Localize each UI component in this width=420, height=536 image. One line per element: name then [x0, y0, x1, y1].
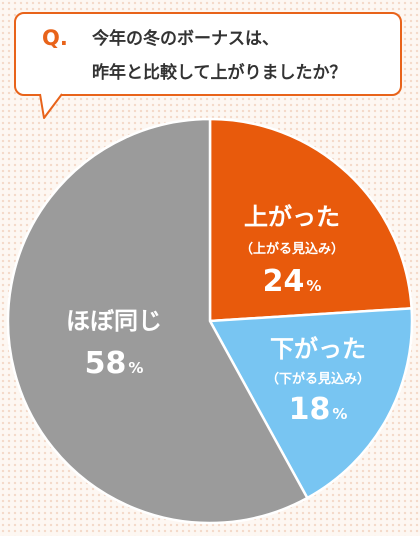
- question-line-1: 今年の冬のボーナスは、: [92, 29, 279, 49]
- bubble-tail: [39, 93, 63, 119]
- slice-value-same: 58%: [85, 346, 144, 381]
- slice-value-down: 18%: [289, 392, 348, 427]
- question-bubble: Q. 今年の冬のボーナスは、 昨年と比較して上がりましたか？: [14, 12, 402, 96]
- slice-label-up: 上がった: [244, 203, 340, 231]
- pie-slice-down: [207, 306, 414, 500]
- pie-slice-same: [6, 117, 310, 525]
- slice-sublabel-down: （下がる見込み）: [266, 371, 370, 387]
- question-line-2: 昨年と比較して上がりましたか？: [92, 63, 347, 83]
- pie-slice-up: [208, 117, 413, 323]
- slice-label-same: ほぼ同じ: [66, 307, 162, 335]
- slice-value-up: 24%: [263, 264, 322, 299]
- question-mark: Q.: [42, 26, 68, 50]
- slice-sublabel-up: （上がる見込み）: [240, 241, 344, 257]
- slice-label-down: 下がった: [270, 335, 366, 363]
